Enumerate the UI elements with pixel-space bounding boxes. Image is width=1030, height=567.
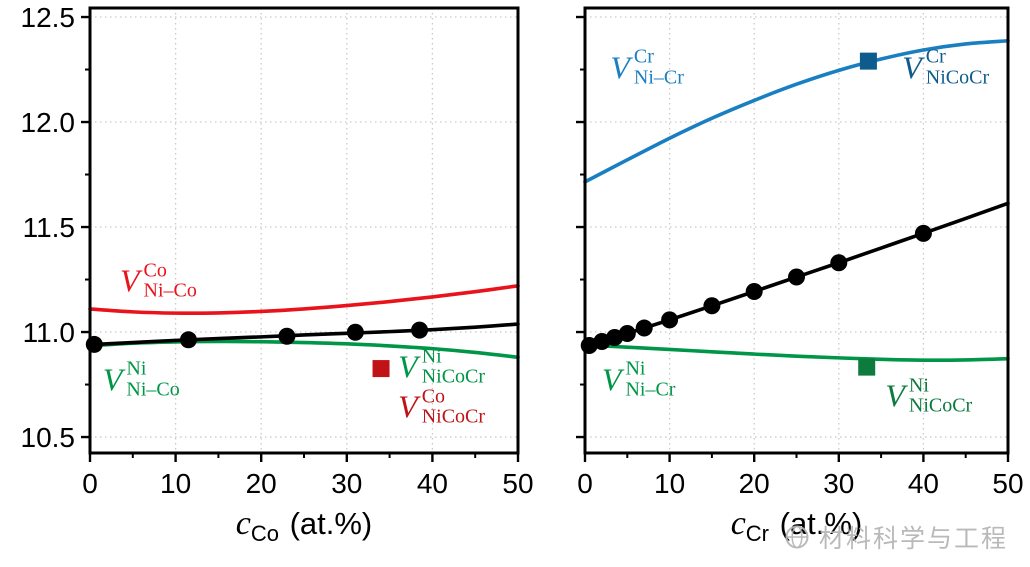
data-point-ni-cr [635, 319, 653, 337]
watermark-logo-icon [782, 522, 812, 552]
v-symbol: V [885, 378, 906, 415]
v-symbol: V [398, 388, 419, 425]
superscript: Cr [633, 46, 654, 69]
data-point-ni-cr [703, 297, 721, 315]
scripts: Cr Ni–Cr [634, 47, 684, 88]
subscript: Ni–Cr [633, 66, 684, 89]
subscript: Ni–Co [143, 279, 197, 302]
x-tick-label: 20 [739, 468, 770, 499]
y-tick-label: 11.5 [23, 212, 75, 243]
data-point-ni-cr [788, 268, 805, 286]
panel-ni-cr: 0 10 20 30 40 50 [576, 6, 1024, 499]
data-point-ni-cr [745, 283, 763, 301]
superscript: Ni [421, 345, 442, 368]
point-v-ni-nicocr [858, 358, 876, 376]
scripts: Ni NiCoCr [908, 374, 973, 418]
superscript: Ni [126, 357, 147, 380]
axis-unit: (at.%) [771, 506, 863, 541]
x-axis-title-ni-co: cCo (at.%) [236, 505, 373, 547]
data-point-ni-co [411, 321, 429, 339]
superscript: Co [143, 259, 167, 282]
axis-variable: c [730, 505, 746, 542]
label-v-ni-ni-co: V Ni Ni–Co [102, 357, 180, 401]
scripts: Ni Ni–Cr [625, 357, 676, 401]
x-tick-label: 20 [246, 468, 277, 499]
x-axis-title-ni-cr: cCr (at.%) [731, 505, 863, 547]
scripts: Co NiCoCr [422, 386, 485, 427]
point-v-co-nicocr [372, 360, 390, 378]
subscript: NiCoCr [908, 395, 973, 418]
subscript: NiCoCr [421, 405, 486, 428]
y-tick-label: 10.5 [21, 422, 76, 453]
y-tick-label: 12.5 [21, 2, 76, 33]
label-v-ni-ni-cr: V Ni Ni–Cr [601, 357, 676, 401]
label-v-cr-nicocr: V Cr NiCoCr [902, 47, 989, 88]
v-symbol: V [398, 348, 419, 385]
data-point-ni-cr [914, 224, 932, 242]
label-v-ni-nicocr-right: V Ni NiCoCr [885, 374, 973, 418]
data-point-ni-co [179, 331, 197, 349]
x-tick-label: 40 [908, 468, 939, 499]
x-tick-label: 10 [160, 468, 191, 499]
x-tick-label: 0 [82, 468, 98, 499]
subscript: Ni–Co [126, 378, 180, 401]
superscript: Co [421, 385, 446, 408]
scripts: Co Ni–Co [144, 260, 197, 301]
v-symbol: V [610, 49, 631, 86]
y-tick-label: 11.0 [23, 317, 75, 348]
x-tick-label: 40 [417, 468, 448, 499]
subscript: NiCoCr [925, 66, 990, 89]
scripts: Ni Ni–Co [126, 357, 180, 401]
label-v-cr-ni-cr: V Cr Ni–Cr [610, 47, 684, 88]
scripts: Ni NiCoCr [422, 346, 485, 387]
axis-variable: c [235, 505, 251, 542]
watermark-text: 材料科学与工程 [818, 525, 1008, 553]
v-symbol: V [902, 49, 923, 86]
axis-unit: (at.%) [280, 506, 373, 541]
axis-subscript: Co [250, 521, 279, 546]
data-point-ni-cr [661, 311, 679, 329]
x-tick-label: 50 [502, 468, 533, 499]
curve-v-ni-in-ni-cr [583, 343, 1010, 363]
superscript: Ni [625, 357, 646, 380]
y-tick-label: 12.0 [21, 107, 76, 138]
data-point-ni-co [278, 327, 296, 345]
data-point-ni-cr [618, 325, 636, 343]
panel-ni-co: 0 10 20 30 40 50 10.5 11.0 11.5 12.0 12.5 [21, 2, 534, 499]
label-v-co-ni-co: V Co Ni–Co [120, 260, 197, 301]
x-tick-label: 50 [992, 468, 1023, 499]
superscript: Cr [925, 46, 946, 69]
subscript: NiCoCr [421, 365, 486, 388]
subscript: Ni–Cr [625, 378, 676, 401]
label-v-co-nicocr: V Co NiCoCr [398, 386, 485, 427]
x-tick-label: 0 [577, 468, 593, 499]
v-symbol: V [102, 361, 124, 398]
axis-subscript: Cr [745, 521, 770, 546]
label-v-ni-nicocr-left: V Ni NiCoCr [398, 346, 485, 387]
curve-v-mean-ni-co [88, 322, 520, 347]
watermark: 材料科学与工程 [782, 519, 1008, 555]
superscript: Ni [908, 374, 929, 397]
v-symbol: V [601, 361, 623, 398]
v-symbol: V [119, 262, 141, 299]
x-tick-label: 10 [654, 468, 685, 499]
curve-v-co-in-ni-co [88, 284, 520, 316]
x-tick-label: 30 [331, 468, 362, 499]
point-v-cr-nicocr [859, 52, 877, 70]
x-tick-label: 30 [823, 468, 854, 499]
data-point-ni-cr [830, 254, 848, 272]
scripts: Cr NiCoCr [926, 47, 989, 88]
data-point-ni-co [346, 323, 364, 341]
curve-v-cr-in-ni-cr [583, 38, 1010, 184]
